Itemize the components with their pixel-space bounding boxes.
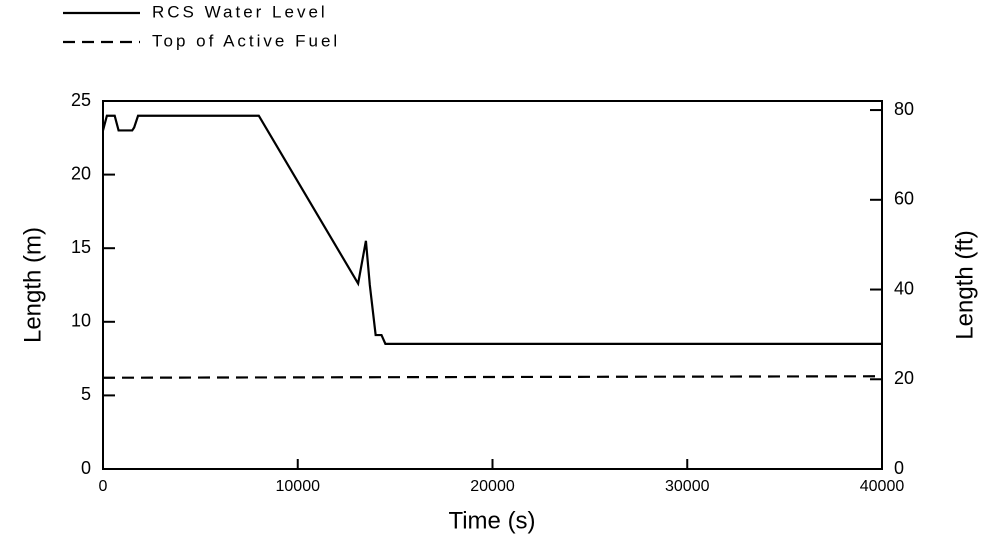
x-tick-label: 10000 bbox=[276, 478, 321, 495]
y-tick-label: 5 bbox=[81, 384, 91, 404]
y2-tick-label: 80 bbox=[894, 99, 914, 119]
x-tick-label: 20000 bbox=[470, 478, 515, 495]
y-axis-label: Length (m) bbox=[19, 227, 46, 343]
y-tick-label: 15 bbox=[71, 237, 91, 257]
y-tick-label: 10 bbox=[71, 311, 91, 331]
x-tick-label: 40000 bbox=[860, 478, 905, 495]
series-line bbox=[102, 375, 883, 379]
y-tick-label: 0 bbox=[81, 458, 91, 478]
plot-frame bbox=[102, 100, 883, 470]
y2-tick-label: 60 bbox=[894, 189, 914, 209]
series-line bbox=[101, 114, 882, 345]
y2-tick-label: 20 bbox=[894, 368, 914, 388]
x-tick-label: 0 bbox=[99, 478, 108, 495]
y2-axis-label: Length (ft) bbox=[951, 230, 978, 339]
x-axis-label: Time (s) bbox=[448, 507, 535, 534]
y-tick-label: 25 bbox=[71, 90, 91, 110]
legend-label: RCS Water Level bbox=[152, 2, 328, 21]
y-tick-label: 20 bbox=[71, 163, 91, 183]
x-tick-label: 30000 bbox=[665, 478, 710, 495]
y2-tick-label: 40 bbox=[894, 278, 914, 298]
legend-label: Top of Active Fuel bbox=[152, 31, 340, 50]
y2-tick-label: 0 bbox=[894, 458, 904, 478]
